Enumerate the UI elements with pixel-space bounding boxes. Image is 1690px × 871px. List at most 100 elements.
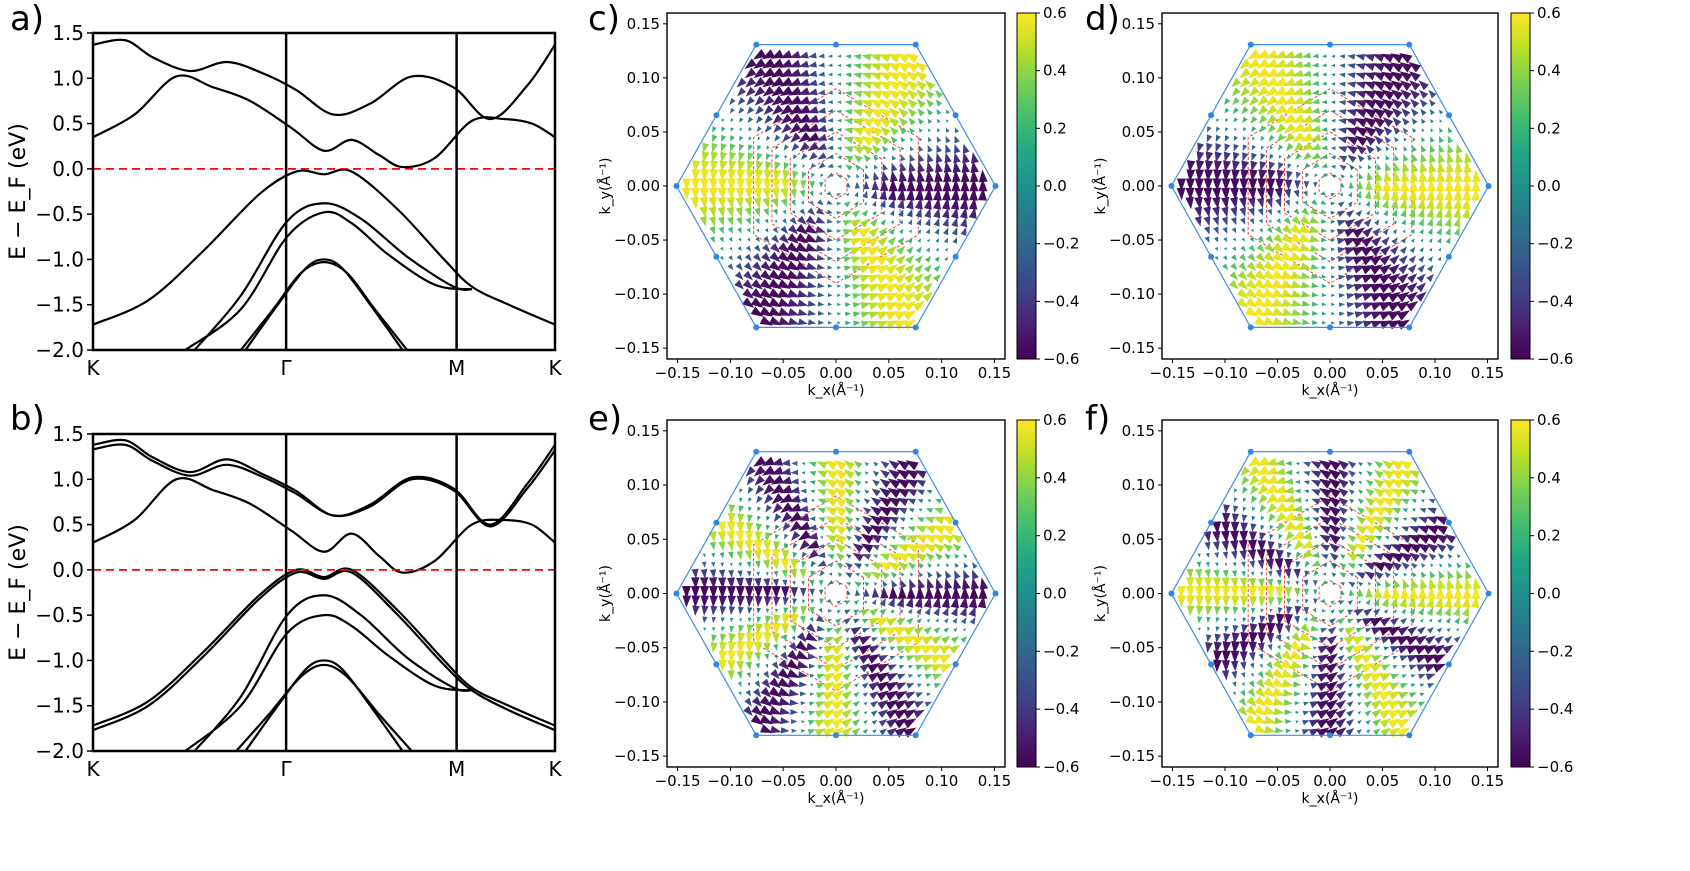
spin-arrow (1426, 207, 1434, 219)
spin-arrow (1427, 507, 1437, 515)
spin-arrow (1396, 310, 1410, 321)
spin-arrow (915, 692, 924, 698)
spin-arrow (1245, 279, 1258, 290)
spin-arrow (1256, 67, 1270, 78)
spin-arrow (914, 61, 928, 73)
spin-arrow (1408, 197, 1417, 210)
spin-arrow (1274, 77, 1288, 87)
spin-arrow (790, 613, 799, 626)
spin-arrow (1247, 67, 1261, 79)
spin-arrow (862, 692, 869, 698)
spin-arrow (932, 673, 943, 681)
spin-arrow (1337, 617, 1346, 625)
spin-arrow (1281, 279, 1295, 289)
spin-arrow (913, 273, 924, 284)
spin-arrow (747, 682, 751, 687)
spin-arrow (837, 284, 842, 288)
spin-arrow (1427, 227, 1433, 235)
spin-arrow (844, 265, 852, 271)
spin-arrow (700, 595, 710, 608)
bz-vertex (1485, 183, 1492, 189)
spin-arrow (1436, 543, 1447, 553)
spin-arrow (919, 137, 923, 142)
spin-arrow (1471, 178, 1481, 192)
spin-arrow (743, 262, 753, 271)
spin-arrow (837, 109, 842, 114)
spin-arrow (800, 605, 808, 616)
spin-arrow (1249, 485, 1259, 495)
spin-arrow (1397, 282, 1410, 294)
spin-arrow (1391, 237, 1398, 245)
spin-arrow (917, 238, 922, 243)
spin-arrow (1409, 586, 1419, 599)
spin-arrow (792, 598, 798, 605)
spin-arrow (1355, 54, 1366, 61)
spin-arrow (1311, 71, 1320, 77)
spin-arrow (774, 608, 779, 613)
spin-arrow (810, 599, 815, 604)
spin-arrow (1345, 274, 1356, 282)
spin-arrow (816, 673, 825, 680)
spin-arrow (1299, 632, 1312, 642)
spin-arrow (905, 469, 919, 480)
spin-arrow (1363, 63, 1376, 71)
spin-arrow (1354, 320, 1365, 327)
spin-arrow (1393, 579, 1401, 589)
spin-arrow (1222, 255, 1228, 261)
spin-arrow (1401, 237, 1407, 244)
spin-arrow (782, 169, 791, 182)
colorbar-tick-label: 0.6 (1043, 411, 1067, 429)
spin-arrow (1232, 246, 1237, 252)
spin-arrow (1300, 623, 1311, 633)
spin-arrow (1268, 161, 1276, 171)
spin-arrow (1301, 105, 1313, 114)
spin-arrow (1283, 113, 1297, 125)
spin-arrow (1365, 488, 1375, 497)
spin-arrow (908, 229, 912, 233)
spin-arrow (1373, 179, 1383, 191)
colorbar-tick-label: 0.2 (1537, 119, 1561, 137)
spin-arrow (936, 563, 941, 568)
spin-arrow (1303, 663, 1310, 669)
spin-arrow (1274, 86, 1288, 97)
spin-arrow (1347, 563, 1356, 570)
spin-arrow (1335, 718, 1347, 729)
spin-arrow (773, 654, 778, 659)
spin-arrow (907, 562, 917, 570)
spin-arrow (1374, 535, 1382, 541)
spin-arrow (903, 310, 917, 321)
spin-arrow (945, 563, 950, 568)
spin-arrow (898, 117, 908, 127)
spin-arrow (720, 151, 728, 163)
spin-arrow (1355, 515, 1366, 525)
spin-arrow (1283, 216, 1292, 225)
spin-arrow (854, 489, 861, 495)
spin-arrow (898, 535, 907, 542)
spin-arrow (842, 228, 853, 236)
spin-arrow (887, 98, 901, 110)
spin-arrow (1247, 187, 1257, 201)
spin-arrow (791, 728, 797, 733)
spin-arrow (1239, 549, 1247, 561)
spin-arrow (1390, 469, 1404, 480)
spin-arrow (953, 152, 961, 164)
x-tick-label: K (86, 356, 100, 380)
spin-arrow (774, 161, 781, 171)
spin-arrow (1363, 81, 1376, 90)
spin-arrow (932, 197, 942, 210)
spin-arrow (1354, 117, 1368, 128)
spin-arrow (853, 72, 862, 79)
spin-arrow (1338, 155, 1348, 162)
spin-arrow (942, 543, 953, 553)
spin-arrow (1373, 553, 1384, 561)
spin-arrow (1286, 598, 1292, 605)
spin-arrow (1437, 577, 1446, 590)
spin-arrow (854, 581, 862, 588)
spin-arrow (762, 474, 775, 486)
spin-arrow (880, 586, 889, 599)
spin-arrow (1313, 570, 1320, 577)
spin-arrow (1432, 663, 1446, 673)
spin-arrow (1465, 569, 1473, 580)
spin-arrow (1249, 218, 1255, 225)
spin-arrow (831, 699, 845, 711)
